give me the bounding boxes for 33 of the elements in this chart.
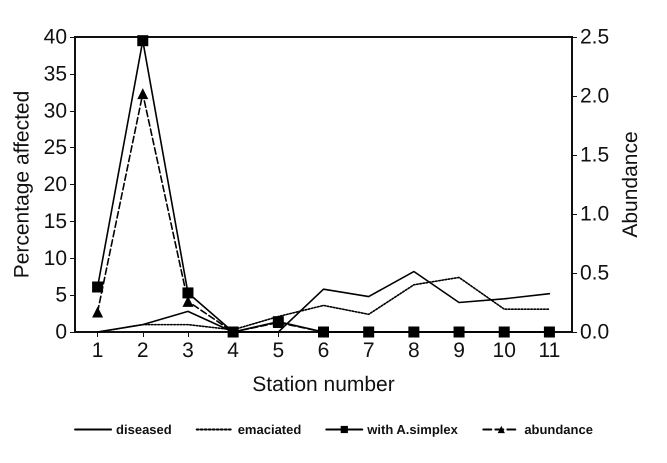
legend-label: with A.simplex: [366, 422, 459, 437]
y-tick-label: 20: [44, 173, 67, 196]
y-tick-label: 25: [44, 136, 67, 160]
x-tick-label: 10: [492, 339, 516, 362]
x-tick-label: 3: [182, 339, 194, 362]
legend-label: abundance: [524, 422, 593, 437]
y-tick-label: 40: [44, 26, 67, 48]
y-tick-label: 30: [44, 99, 67, 122]
x-tick-label: 4: [227, 339, 240, 362]
x-tick-label: 8: [408, 339, 420, 362]
legend-label: emaciated: [238, 422, 302, 437]
y2-tick-label: 0.5: [580, 262, 610, 284]
x-tick-label: 1: [92, 339, 104, 362]
y-tick-label: 5: [55, 284, 67, 307]
y-tick-label: 15: [44, 210, 67, 233]
legend-label: diseased: [116, 422, 172, 437]
x-tick-label: 9: [453, 339, 465, 362]
x-tick-label: 6: [318, 339, 330, 362]
y2-tick-label: 2.5: [580, 26, 610, 48]
y2-tick-label: 0.0: [580, 320, 610, 344]
y2-tick-label: 1.5: [580, 144, 610, 166]
y-axis-title: Percentage affected: [10, 90, 34, 278]
x-tick-label: 7: [362, 339, 375, 362]
x-tick-label: 2: [136, 339, 149, 362]
y-tick-label: 35: [44, 62, 67, 86]
y2-tick-label: 1.0: [580, 202, 610, 226]
x-tick-label: 5: [272, 339, 284, 362]
y-tick-label: 0: [55, 320, 67, 344]
y2-tick-label: 2.0: [580, 84, 610, 108]
x-axis-title: Station number: [252, 373, 395, 396]
x-tick-label: 11: [538, 339, 560, 362]
y-tick-label: 10: [44, 246, 67, 270]
y2-axis-title: Abundance: [619, 131, 642, 238]
